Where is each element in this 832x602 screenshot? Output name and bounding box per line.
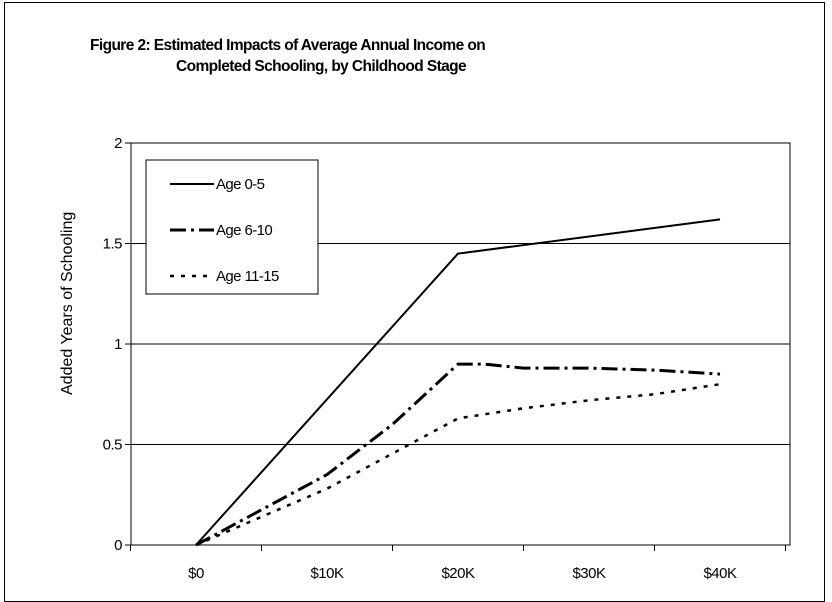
legend-label: Age 6-10 xyxy=(216,222,272,239)
y-tick-label: 0 xyxy=(114,537,122,554)
x-tick-label: $10K xyxy=(310,565,344,582)
x-tick-label: $30K xyxy=(572,565,606,582)
legend-box xyxy=(145,159,319,295)
legend-label: Age 0-5 xyxy=(216,176,265,193)
x-tick-label: $20K xyxy=(441,565,475,582)
series-line-3 xyxy=(195,382,721,547)
x-tick-label: $40K xyxy=(703,565,737,582)
y-tick-label: 2 xyxy=(114,135,122,152)
chart-title: Figure 2: Estimated Impacts of Average A… xyxy=(90,37,486,54)
y-tick-label: 1.5 xyxy=(103,236,123,253)
y-tick-label: 0.5 xyxy=(103,437,123,454)
y-tick-label: 1 xyxy=(114,336,122,353)
series-line-2 xyxy=(195,362,721,547)
series-line-1 xyxy=(195,218,721,546)
series-lines xyxy=(195,218,721,547)
y-axis-title: Added Years of Schooling xyxy=(59,212,76,395)
chart-subtitle: Completed Schooling, by Childhood Stage xyxy=(176,58,467,75)
legend-label: Age 11-15 xyxy=(216,268,279,285)
x-tick-label: $0 xyxy=(188,565,204,582)
legend: Age 0-5 Age 6-10 Age 11-15 xyxy=(145,159,319,295)
axes: 0 0.5 1 1.5 2 $0 $10K $20K $30K $40K xyxy=(103,135,786,582)
